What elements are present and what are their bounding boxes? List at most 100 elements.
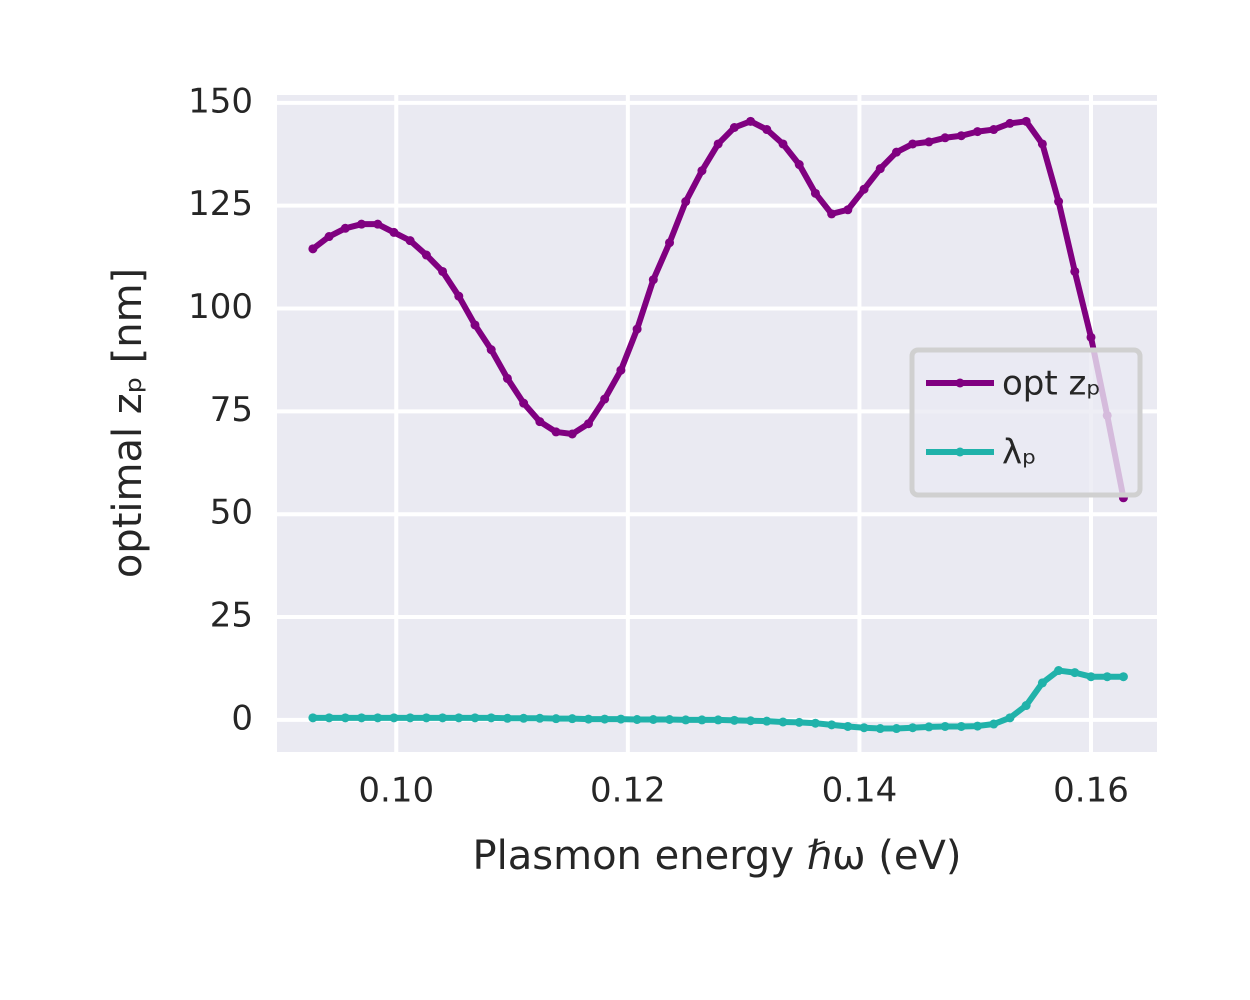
point <box>940 721 950 731</box>
point <box>583 419 593 429</box>
point <box>794 717 804 727</box>
point <box>859 723 869 733</box>
point <box>989 125 999 135</box>
point <box>827 209 837 219</box>
point <box>697 715 707 725</box>
point <box>956 131 966 141</box>
point <box>357 219 367 229</box>
y-tick-label: 150 <box>188 81 253 121</box>
point <box>1054 666 1064 676</box>
point <box>567 429 577 439</box>
point <box>1005 118 1015 128</box>
legend-label: opt zₚ <box>1002 364 1101 404</box>
point <box>891 724 901 734</box>
x-tick-label: 0.14 <box>822 771 898 811</box>
y-tick-label: 50 <box>210 493 253 533</box>
point <box>1118 672 1128 682</box>
y-axis-label: optimal zₚ [nm] <box>105 268 151 578</box>
point <box>827 720 837 730</box>
point <box>357 713 367 723</box>
point <box>973 721 983 731</box>
legend-box <box>909 347 1143 498</box>
point <box>665 714 675 724</box>
point <box>762 716 772 726</box>
point <box>502 713 512 723</box>
point <box>859 184 869 194</box>
point <box>1086 332 1096 342</box>
point <box>373 713 383 723</box>
point <box>340 713 350 723</box>
point <box>1037 139 1047 149</box>
point <box>616 365 626 375</box>
point <box>567 714 577 724</box>
point <box>940 133 950 143</box>
point <box>486 345 496 355</box>
point <box>810 188 820 198</box>
point <box>729 123 739 133</box>
point <box>551 714 561 724</box>
point <box>551 427 561 437</box>
point <box>1102 672 1112 682</box>
x-tick-label: 0.12 <box>590 771 666 811</box>
point <box>875 724 885 734</box>
point <box>600 714 610 724</box>
point <box>648 275 658 285</box>
point <box>794 160 804 170</box>
legend-label: λₚ <box>1002 433 1037 473</box>
point <box>681 197 691 207</box>
point <box>875 164 885 174</box>
point <box>697 166 707 176</box>
point <box>908 723 918 733</box>
point <box>1054 197 1064 207</box>
point <box>535 713 545 723</box>
point <box>308 244 318 254</box>
point <box>405 236 415 246</box>
point <box>713 715 723 725</box>
point <box>810 718 820 728</box>
legend-marker <box>955 447 965 457</box>
point <box>843 721 853 731</box>
point <box>989 719 999 729</box>
y-tick-label: 125 <box>188 184 253 224</box>
point <box>648 714 658 724</box>
point <box>778 139 788 149</box>
point <box>324 232 334 242</box>
point <box>405 713 415 723</box>
y-tick-label: 0 <box>231 698 253 738</box>
point <box>1021 701 1031 711</box>
point <box>389 713 399 723</box>
point <box>924 137 934 147</box>
y-tick-label: 25 <box>210 596 253 636</box>
point <box>1070 266 1080 276</box>
point <box>438 266 448 276</box>
point <box>843 205 853 215</box>
point <box>632 324 642 334</box>
point <box>470 713 480 723</box>
point <box>1021 116 1031 126</box>
point <box>519 398 529 408</box>
point <box>665 238 675 248</box>
point <box>486 713 496 723</box>
x-tick-label: 0.16 <box>1053 771 1129 811</box>
legend-marker <box>955 378 965 388</box>
point <box>438 713 448 723</box>
point <box>502 373 512 383</box>
point <box>713 139 723 149</box>
point <box>973 127 983 137</box>
point <box>373 219 383 229</box>
y-tick-label: 100 <box>188 287 253 327</box>
point <box>535 417 545 427</box>
point <box>421 250 431 260</box>
point <box>956 721 966 731</box>
point <box>454 713 464 723</box>
point <box>632 714 642 724</box>
point <box>908 139 918 149</box>
point <box>729 715 739 725</box>
point <box>746 716 756 726</box>
point <box>1037 678 1047 688</box>
point <box>519 713 529 723</box>
point <box>324 713 334 723</box>
legend: opt zₚ λₚ <box>909 347 1143 498</box>
point <box>778 717 788 727</box>
